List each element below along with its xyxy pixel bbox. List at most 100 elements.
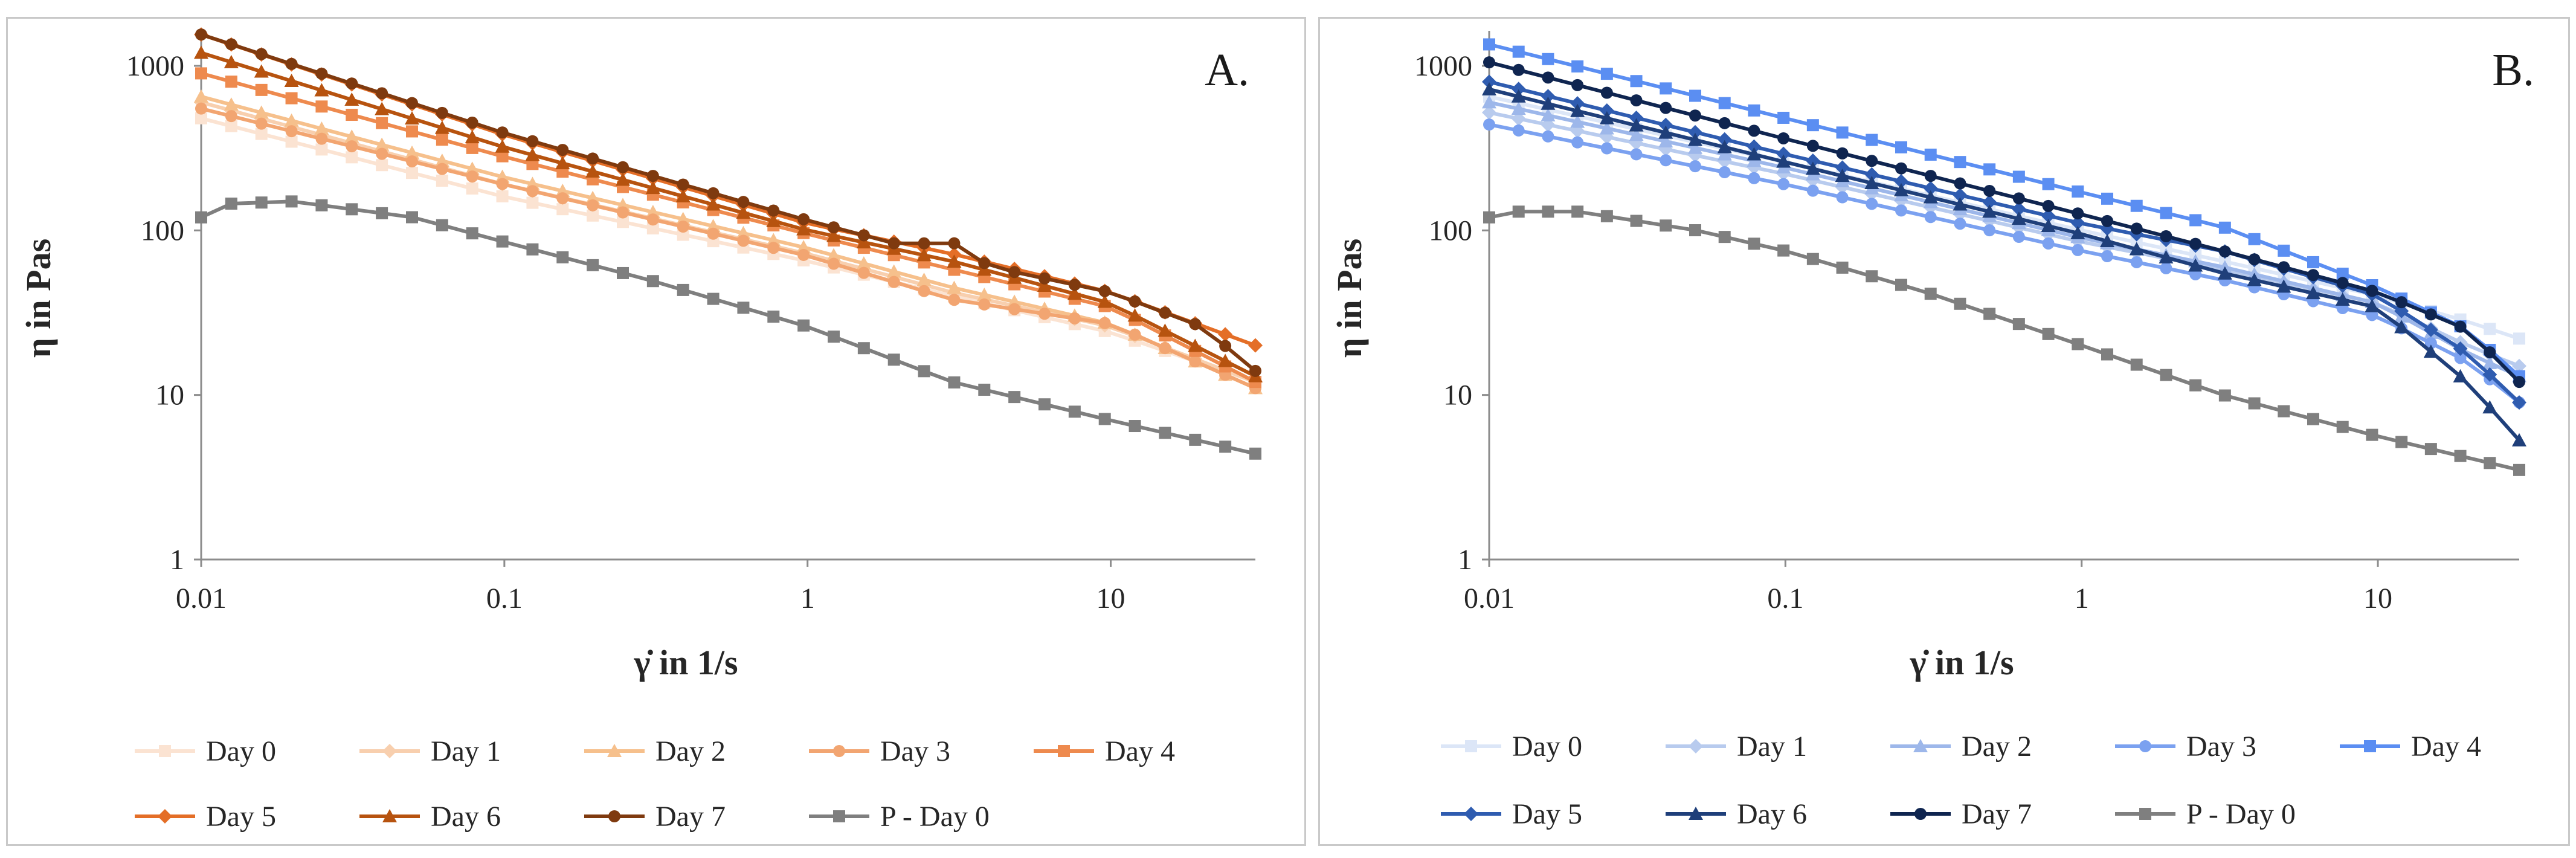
data-point [645, 181, 660, 195]
data-point [948, 294, 961, 306]
series-line [201, 106, 1257, 390]
y-tick-label: 100 [141, 214, 184, 247]
data-point [406, 211, 418, 224]
series-line [201, 116, 1256, 384]
data-point [1718, 117, 1731, 129]
data-point [2513, 376, 2525, 389]
data-point [225, 38, 237, 51]
data-point [465, 130, 480, 144]
data-point [2513, 463, 2525, 476]
x-tick-label: 10 [2363, 582, 2392, 614]
data-point [2042, 178, 2055, 190]
series-3 [195, 102, 1261, 395]
data-point [737, 234, 750, 247]
data-point [1835, 160, 1850, 175]
data-point [434, 120, 449, 134]
series-line [201, 71, 1257, 384]
legend-label: Day 6 [431, 801, 501, 833]
data-point [1037, 278, 1052, 292]
data-point [916, 273, 932, 286]
series-3 [1483, 118, 2525, 409]
data-point [2160, 369, 2172, 381]
data-point [1748, 104, 1760, 117]
data-point [2189, 379, 2202, 392]
data-point [376, 117, 388, 129]
data-point [1218, 353, 1233, 367]
data-point [2070, 225, 2085, 239]
chart-panel-a: 0.01 0.1 1 10 1 10 100 1000 γ̇ in 1/s η in Pas A. D… [6, 17, 1306, 846]
data-point [2423, 344, 2438, 358]
data-point [587, 199, 599, 211]
data-point [1836, 191, 1849, 204]
data-point [2012, 170, 2025, 183]
data-point [2041, 218, 2056, 232]
series-8 [1483, 205, 2525, 476]
data-point [525, 147, 540, 161]
data-point [978, 257, 991, 269]
data-point [1159, 306, 1171, 319]
x-axis-title: γ̇ in 1/s [633, 643, 738, 682]
data-point [526, 243, 539, 256]
data-point [1866, 198, 1878, 210]
data-point [1630, 214, 1643, 227]
data-point [1571, 79, 1584, 91]
data-point [1924, 288, 1937, 300]
data-point [1660, 154, 1672, 167]
data-point [1098, 285, 1111, 297]
data-point [1864, 176, 1879, 190]
series-7 [1483, 56, 2525, 389]
data-point [255, 196, 268, 209]
data-point [767, 242, 780, 254]
legend-item: Day 3 [809, 735, 950, 767]
data-point [887, 353, 900, 366]
data-point [1658, 125, 1673, 139]
data-point [2248, 253, 2261, 266]
data-point [436, 219, 448, 231]
data-point [1895, 141, 1907, 153]
data-point [195, 28, 207, 41]
data-point [677, 221, 689, 233]
data-point [2482, 367, 2497, 382]
data-point [617, 216, 629, 228]
series-line [1489, 100, 2520, 378]
legend-item: Day 4 [2340, 731, 2481, 763]
data-point [315, 132, 328, 145]
data-point [2484, 323, 2496, 335]
data-point [1866, 134, 1878, 146]
series-4 [1483, 38, 2525, 382]
panel-label: A. [1205, 45, 1249, 95]
data-point [828, 257, 840, 270]
data-point [1776, 146, 1791, 161]
data-point [1629, 118, 1644, 132]
axes: 0.01 0.1 1 10 1 10 100 1000 [126, 31, 1255, 614]
data-point [1983, 308, 1996, 320]
data-point [1599, 121, 1614, 135]
data-point [2188, 258, 2203, 272]
legend-item: Day 6 [1666, 798, 1807, 830]
data-point [2306, 286, 2320, 300]
series-line [201, 100, 1257, 384]
data-point [1483, 38, 1495, 51]
data-point [736, 205, 751, 219]
data-point [1630, 75, 1643, 88]
data-point [2395, 296, 2408, 309]
data-point [1954, 156, 1966, 169]
data-point [1482, 82, 1496, 95]
series-line [1489, 123, 2520, 404]
data-point [496, 126, 509, 139]
data-point [1689, 109, 1701, 122]
data-point [2130, 222, 2143, 235]
data-point [194, 45, 208, 59]
data-point [616, 172, 630, 186]
y-tick-label: 10 [155, 379, 184, 411]
data-point [315, 100, 328, 113]
data-point [2072, 244, 2084, 256]
data-point [284, 113, 299, 127]
data-point [1777, 244, 1790, 257]
legend-swatch-marker [1689, 807, 1703, 820]
data-point [436, 175, 448, 187]
data-point [2218, 245, 2231, 258]
legend-swatch-marker [833, 745, 845, 757]
data-point [646, 275, 659, 288]
data-point [1629, 110, 1644, 125]
